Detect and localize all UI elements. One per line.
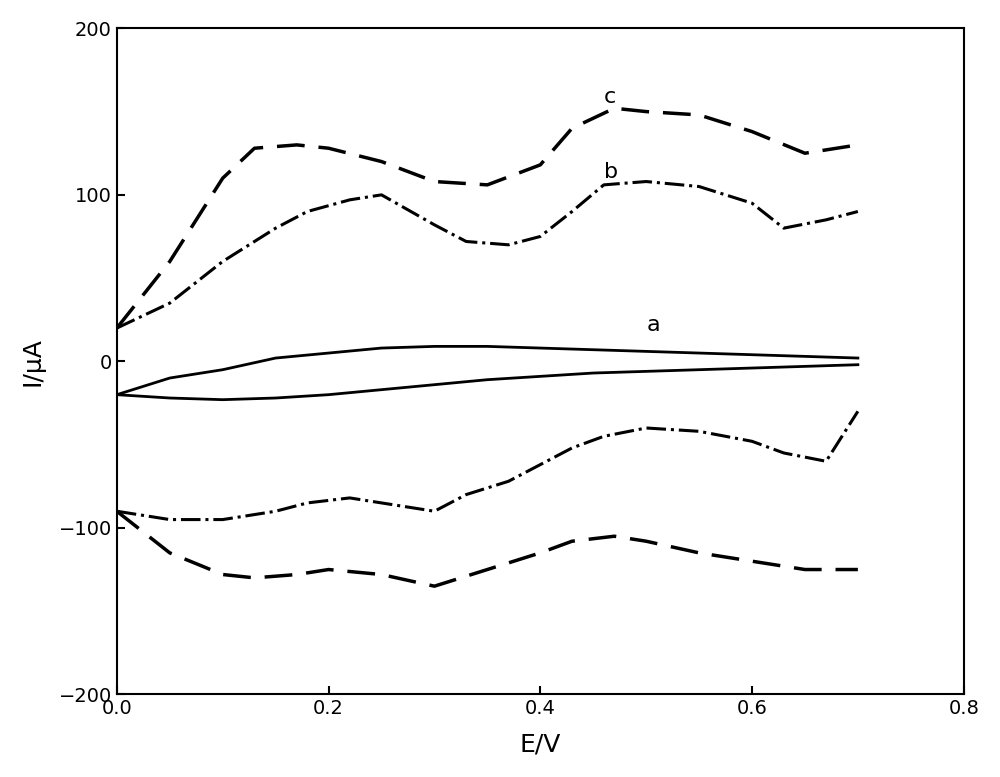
Text: c: c xyxy=(604,87,616,107)
Y-axis label: I/μA: I/μA xyxy=(21,337,45,386)
Text: a: a xyxy=(646,315,660,336)
Text: b: b xyxy=(604,162,618,182)
X-axis label: E/V: E/V xyxy=(520,732,561,756)
